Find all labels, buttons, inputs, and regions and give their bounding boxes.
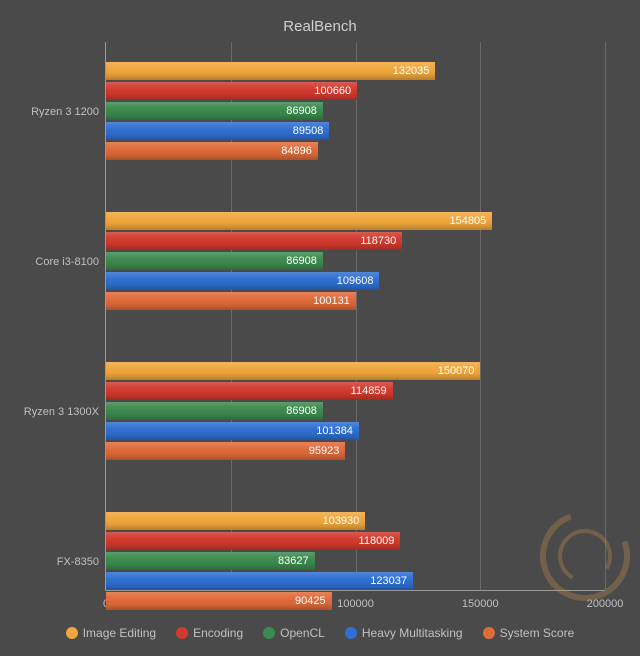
bar-value-label: 103930 <box>323 515 360 527</box>
bar-value-label: 123037 <box>370 575 407 587</box>
bar: 118009 <box>106 532 400 550</box>
y-tick-label: Ryzen 3 1300X <box>11 406 99 418</box>
bar-value-label: 89508 <box>293 125 324 137</box>
bar: 86908 <box>106 402 323 420</box>
bar-value-label: 101384 <box>316 425 353 437</box>
legend-swatch <box>263 627 275 639</box>
bar-value-label: 154805 <box>450 215 487 227</box>
chart-container: RealBench 050000100000150000200000132035… <box>0 0 640 656</box>
bar-value-label: 100131 <box>313 295 350 307</box>
legend-label: Image Editing <box>83 626 156 640</box>
y-tick-label: Ryzen 3 1200 <box>11 106 99 118</box>
bar-value-label: 132035 <box>393 65 430 77</box>
legend-label: Heavy Multitasking <box>362 626 463 640</box>
legend-item: Image Editing <box>66 625 156 640</box>
bar-value-label: 84896 <box>281 145 312 157</box>
bar-value-label: 95923 <box>309 445 340 457</box>
plot-area: 0500001000001500002000001320351006608690… <box>105 42 605 591</box>
legend-swatch <box>66 627 78 639</box>
y-tick-label: FX-8350 <box>11 556 99 568</box>
bar: 103930 <box>106 512 365 530</box>
bar-group: 103930 118009 83627 123037 90425 <box>106 512 605 612</box>
legend-item: System Score <box>483 625 575 640</box>
legend-swatch <box>176 627 188 639</box>
legend-item: Heavy Multitasking <box>345 625 463 640</box>
bar: 84896 <box>106 142 318 160</box>
legend-swatch <box>483 627 495 639</box>
bar: 100131 <box>106 292 356 310</box>
legend: Image Editing Encoding OpenCL Heavy Multita… <box>0 625 640 640</box>
bar-value-label: 150070 <box>438 365 475 377</box>
chart-title: RealBench <box>0 0 640 41</box>
legend-label: OpenCL <box>280 626 325 640</box>
bar-value-label: 90425 <box>295 595 326 607</box>
legend-item: OpenCL <box>263 625 325 640</box>
gridline <box>605 42 606 590</box>
bar-group: 150070 114859 86908 101384 95923 <box>106 362 605 462</box>
legend-label: System Score <box>500 626 575 640</box>
bar: 118730 <box>106 232 402 250</box>
bar: 101384 <box>106 422 359 440</box>
bar: 89508 <box>106 122 329 140</box>
bar: 114859 <box>106 382 393 400</box>
legend-item: Encoding <box>176 625 243 640</box>
bar-group: 132035 100660 86908 89508 84896 <box>106 62 605 162</box>
bar-group: 154805 118730 86908 109608 100131 <box>106 212 605 312</box>
bar: 154805 <box>106 212 492 230</box>
bar: 100660 <box>106 82 357 100</box>
bar: 90425 <box>106 592 332 610</box>
bar: 150070 <box>106 362 480 380</box>
bar-value-label: 86908 <box>286 105 317 117</box>
y-tick-label: Core i3-8100 <box>11 256 99 268</box>
bar: 109608 <box>106 272 379 290</box>
bar: 86908 <box>106 252 323 270</box>
bar: 83627 <box>106 552 315 570</box>
bar-value-label: 118730 <box>360 235 396 247</box>
bar-value-label: 86908 <box>286 405 317 417</box>
bar-value-label: 86908 <box>286 255 317 267</box>
bar-value-label: 114859 <box>351 385 387 397</box>
legend-swatch <box>345 627 357 639</box>
bar-value-label: 100660 <box>314 85 351 97</box>
bar-value-label: 109608 <box>337 275 374 287</box>
bar-value-label: 118009 <box>359 535 395 547</box>
bar-value-label: 83627 <box>278 555 309 567</box>
legend-label: Encoding <box>193 626 243 640</box>
bar: 95923 <box>106 442 345 460</box>
bar: 132035 <box>106 62 435 80</box>
bar: 86908 <box>106 102 323 120</box>
bar: 123037 <box>106 572 413 590</box>
